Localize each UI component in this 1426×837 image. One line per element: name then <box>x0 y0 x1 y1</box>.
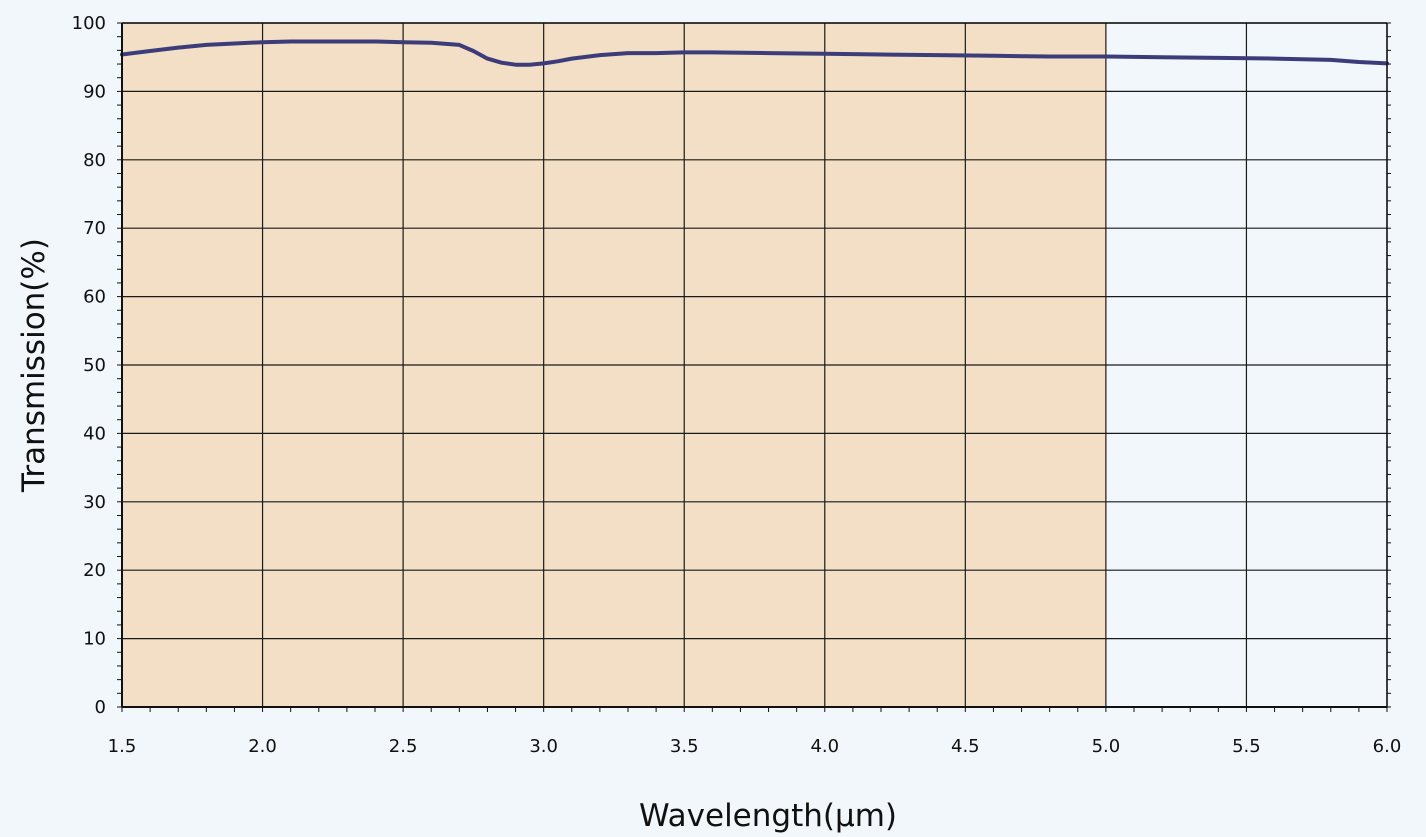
x-tick-label: 2.0 <box>248 736 277 757</box>
y-tick-label: 50 <box>83 355 106 376</box>
x-tick-label: 4.0 <box>810 736 839 757</box>
x-tick-label: 6.0 <box>1373 736 1402 757</box>
axis-layer <box>117 22 1391 712</box>
x-tick-label: 5.0 <box>1092 736 1121 757</box>
x-tick-label: 4.5 <box>951 736 980 757</box>
y-tick-label: 100 <box>72 13 106 34</box>
y-tick-label: 90 <box>83 81 106 102</box>
y-tick-label: 40 <box>83 423 106 444</box>
y-tick-label: 80 <box>83 150 106 171</box>
y-tick-label: 0 <box>95 697 106 718</box>
y-tick-label: 30 <box>83 492 106 513</box>
series-layer <box>120 39 1389 67</box>
x-tick-label: 3.5 <box>670 736 699 757</box>
y-tick-label: 20 <box>83 560 106 581</box>
x-tick-labels: 1.5 2.0 2.5 3.0 3.5 4.0 4.5 5.0 5.5 6.0 <box>108 736 1402 757</box>
x-tick-label: 1.5 <box>108 736 137 757</box>
y-axis-title: Transmission(%) <box>16 238 52 493</box>
x-axis-title: Wavelength(μm) <box>639 798 897 834</box>
x-tick-label: 5.5 <box>1232 736 1261 757</box>
y-tick-label: 60 <box>83 287 106 308</box>
y-tick-labels: 0 10 20 30 40 50 60 70 80 90 100 <box>72 13 106 718</box>
x-tick-label: 2.5 <box>389 736 418 757</box>
y-tick-label: 10 <box>83 629 106 650</box>
transmission-series-line <box>120 39 1389 67</box>
x-tick-label: 3.0 <box>529 736 558 757</box>
y-tick-label: 70 <box>83 218 106 239</box>
